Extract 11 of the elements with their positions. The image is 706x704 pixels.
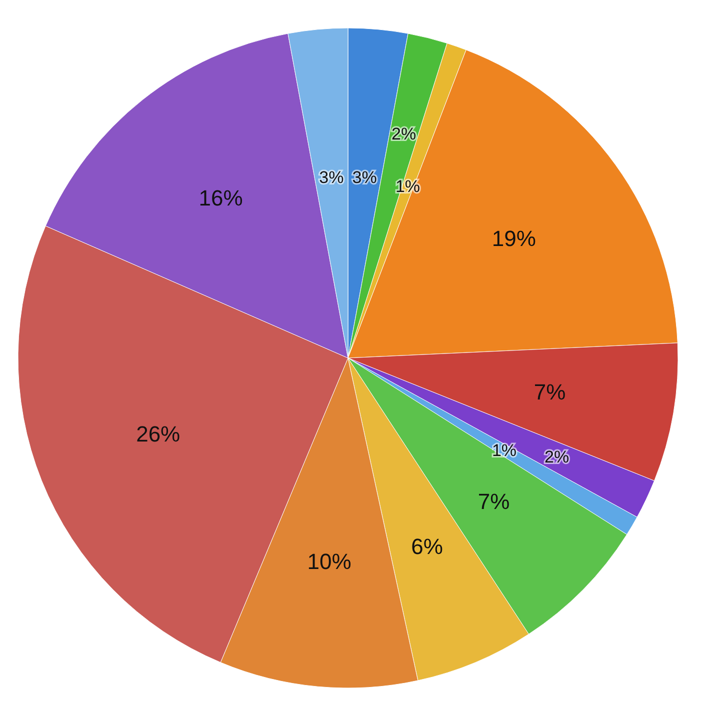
data-label: 7%	[478, 489, 510, 514]
data-label: 2%	[544, 447, 570, 466]
data-label: 2%	[392, 124, 416, 144]
data-label: 6%	[411, 534, 443, 560]
data-label: 10%	[307, 549, 352, 574]
data-label: 7%	[534, 380, 566, 405]
data-label: 3%	[319, 168, 344, 187]
data-label: 3%	[352, 168, 377, 187]
data-label: 26%	[136, 422, 180, 447]
data-label: 19%	[492, 226, 536, 251]
data-label: 16%	[198, 185, 243, 210]
